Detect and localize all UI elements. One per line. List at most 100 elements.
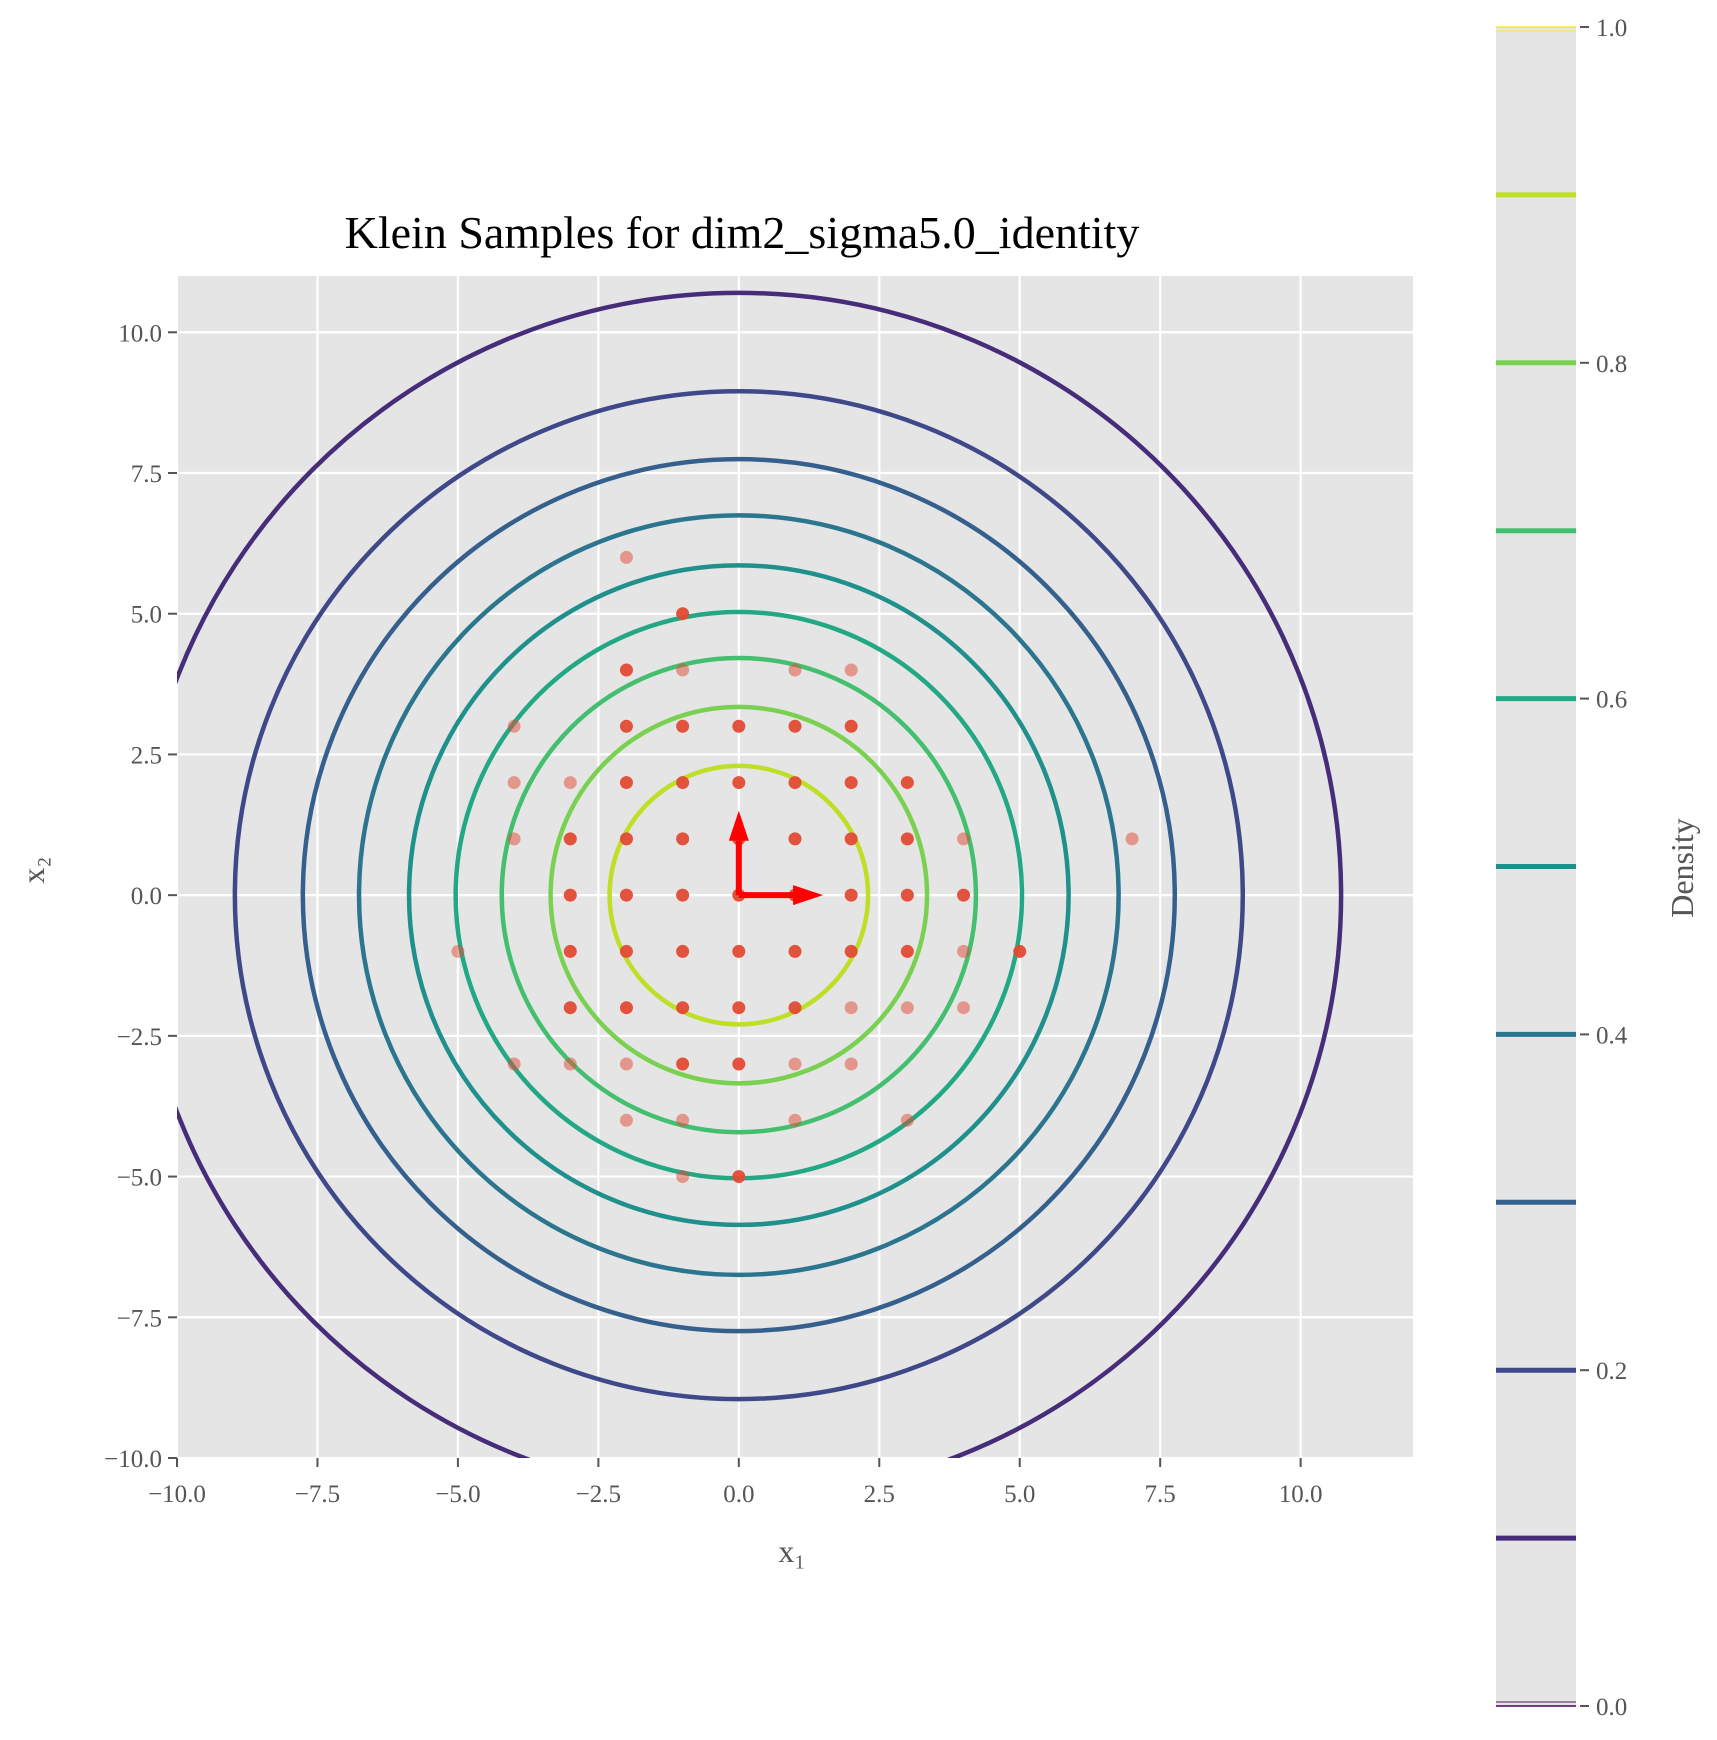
y-tick-label: 7.5: [131, 461, 162, 488]
sample-point: [619, 832, 633, 846]
chart-title: Klein Samples for dim2_sigma5.0_identity: [345, 207, 1140, 258]
basis-vector-arrow: [738, 885, 824, 906]
sample-point: [619, 1113, 633, 1127]
contour-ring: [232, 388, 1246, 1402]
contour-ring: [177, 290, 1344, 1458]
sample-point: [676, 719, 690, 733]
x-tick-label: 7.5: [1145, 1481, 1176, 1508]
sample-point: [844, 832, 858, 846]
x-tick-label: 2.5: [864, 1481, 895, 1508]
sample-point: [619, 1001, 633, 1015]
sample-point: [619, 663, 633, 677]
sample-point: [788, 719, 802, 733]
sample-point: [1013, 944, 1027, 958]
contour-ring: [300, 456, 1178, 1334]
sample-point: [844, 776, 858, 790]
sample-point: [844, 888, 858, 902]
sample-point: [844, 1057, 858, 1071]
sample-point: [788, 832, 802, 846]
colorbar-tick-label: 0.8: [1596, 351, 1627, 378]
sample-point: [844, 1001, 858, 1015]
sample-point: [900, 1001, 914, 1015]
colorbar-tick-label: 1.0: [1596, 15, 1627, 42]
y-axis-label: x₂: [15, 856, 51, 883]
sample-point: [563, 776, 577, 790]
sample-point: [900, 888, 914, 902]
sample-point: [844, 663, 858, 677]
y-tick-label: 5.0: [131, 602, 162, 629]
sample-point: [900, 1113, 914, 1127]
sample-point: [844, 719, 858, 733]
sample-point: [676, 1057, 690, 1071]
sample-point: [507, 1057, 521, 1071]
colorbar-tick-label: 0.2: [1596, 1358, 1627, 1385]
sample-point: [788, 663, 802, 677]
arrow-head: [793, 885, 824, 906]
x-tick-label: −7.5: [295, 1481, 340, 1508]
density-contours: [177, 290, 1344, 1458]
sample-point: [676, 607, 690, 621]
sample-point: [451, 944, 465, 958]
plot-area: [177, 276, 1413, 1458]
sample-point: [619, 944, 633, 958]
sample-point: [844, 944, 858, 958]
sample-point: [619, 550, 633, 564]
sample-point: [788, 944, 802, 958]
sample-point: [1125, 832, 1139, 846]
colorbar-tick-label: 0.6: [1596, 687, 1627, 714]
x-axis-label: x₁: [778, 1533, 805, 1569]
sample-point: [900, 944, 914, 958]
sample-point: [676, 776, 690, 790]
arrow-head: [728, 810, 749, 841]
contour-ring: [406, 563, 1071, 1228]
colorbar-label: Density: [1664, 818, 1700, 918]
sample-point: [563, 1001, 577, 1015]
y-tick-label: −10.0: [104, 1446, 162, 1473]
sample-point: [507, 776, 521, 790]
klein-samples: [451, 550, 1139, 1184]
sample-point: [732, 776, 746, 790]
x-tick-label: 5.0: [1004, 1481, 1035, 1508]
sample-point: [619, 888, 633, 902]
sample-point: [676, 832, 690, 846]
contour-ring: [356, 513, 1121, 1278]
sample-point: [788, 776, 802, 790]
sample-point: [900, 776, 914, 790]
sample-point: [957, 944, 971, 958]
sample-point: [563, 888, 577, 902]
sample-point: [676, 663, 690, 677]
contour-ring: [499, 655, 979, 1135]
x-tick-label: 0.0: [723, 1481, 754, 1508]
sample-point: [676, 888, 690, 902]
sample-point: [507, 832, 521, 846]
sample-point: [732, 1001, 746, 1015]
contour-ring: [607, 763, 871, 1027]
sample-point: [732, 719, 746, 733]
sample-point: [563, 832, 577, 846]
colorbar-tick-label: 0.0: [1596, 1694, 1627, 1721]
colorbar-tick-label: 0.4: [1596, 1022, 1628, 1049]
basis-vectors: [728, 810, 824, 906]
sample-point: [732, 944, 746, 958]
sample-point: [957, 1001, 971, 1015]
sample-point: [619, 776, 633, 790]
y-tick-label: 0.0: [131, 883, 162, 910]
colorbar: 0.0 0.2 0.4 0.6 0.8 1.0: [1496, 15, 1628, 1721]
x-tick-label: 10.0: [1279, 1481, 1323, 1508]
sample-point: [676, 1113, 690, 1127]
sample-point: [507, 719, 521, 733]
y-tick-label: −7.5: [117, 1305, 162, 1332]
y-tick-label: −5.0: [117, 1165, 162, 1192]
y-tick-label: 10.0: [118, 320, 162, 347]
y-tick-label: −2.5: [117, 1024, 162, 1051]
sample-point: [788, 1113, 802, 1127]
sample-point: [676, 1001, 690, 1015]
x-tick-label: −10.0: [148, 1481, 206, 1508]
sample-point: [676, 944, 690, 958]
sample-point: [563, 1057, 577, 1071]
x-tick-label: −5.0: [435, 1481, 480, 1508]
sample-point: [732, 1057, 746, 1071]
sample-point: [619, 1057, 633, 1071]
basis-vector-arrow: [728, 810, 749, 896]
